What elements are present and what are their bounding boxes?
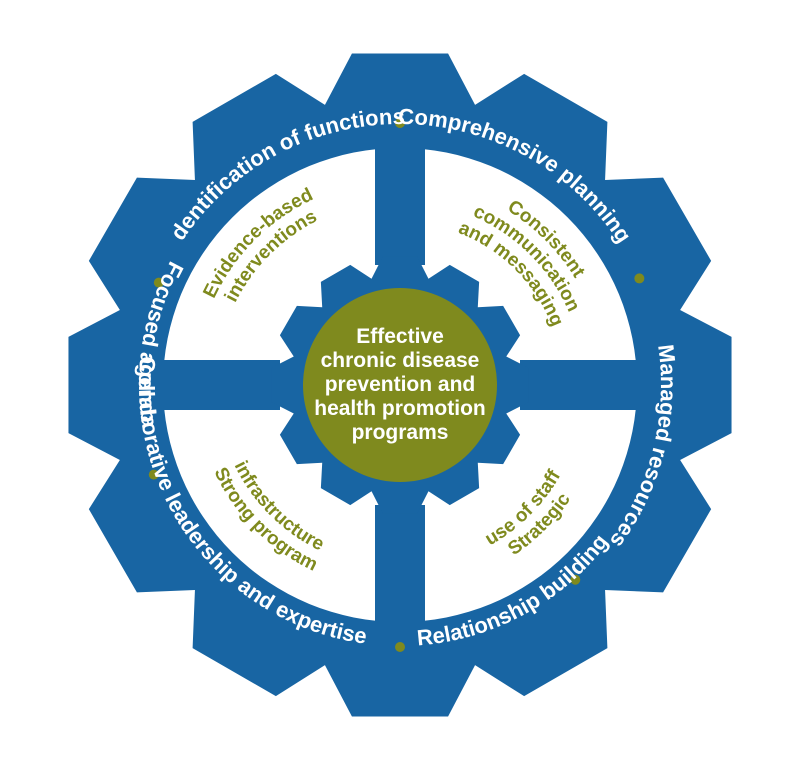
- center-text-line: chronic disease: [321, 349, 480, 372]
- center-text-line: health promotion: [314, 397, 486, 420]
- center-text-line: Effective: [356, 325, 444, 348]
- center-text-line: programs: [352, 421, 449, 444]
- center-text-line: prevention and: [325, 373, 476, 396]
- gear-diagram: Identification of functionsComprehensive…: [0, 0, 800, 770]
